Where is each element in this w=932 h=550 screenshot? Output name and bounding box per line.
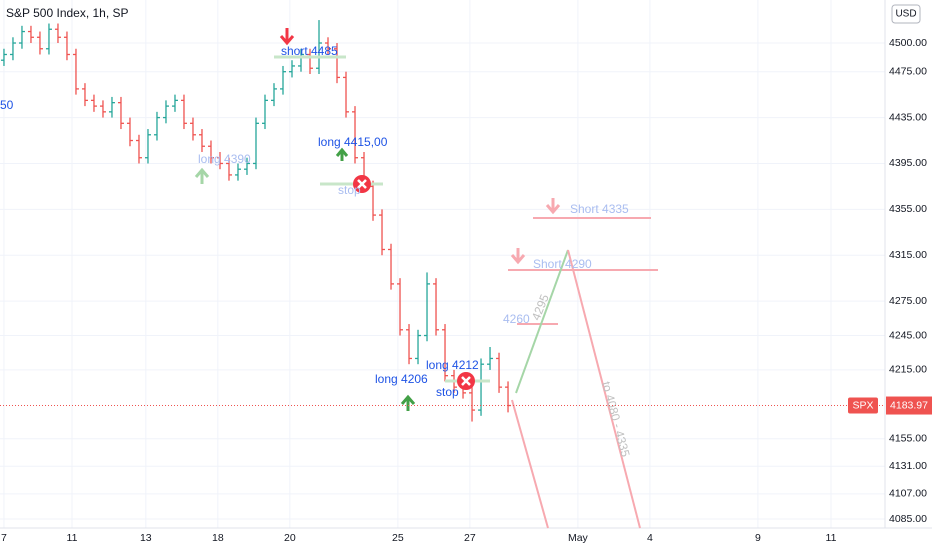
x-tick-label: 20 <box>284 532 296 544</box>
x-tick-label: 4 <box>647 532 653 544</box>
x-tick-label: 13 <box>140 532 152 544</box>
y-tick-label: 4315.00 <box>889 249 927 261</box>
y-tick-label: 4155.00 <box>889 433 927 445</box>
currency-box[interactable] <box>891 4 921 24</box>
y-tick-label: 4395.00 <box>889 157 927 169</box>
stop-icon-cross <box>357 179 367 189</box>
grid <box>0 0 885 528</box>
x-tick-label: 11 <box>67 532 78 544</box>
long-arrow <box>335 147 349 161</box>
y-tick-label: 4275.00 <box>889 295 927 307</box>
x-tick-label: 7 <box>1 532 7 544</box>
y-tick-label: 4500.00 <box>889 37 927 49</box>
annotation: long 4206 <box>375 372 428 386</box>
annotation: stop <box>338 183 361 197</box>
short-arrow <box>279 28 295 46</box>
symbol: SPX <box>852 399 873 411</box>
annotation: long 4212 <box>426 358 479 372</box>
annotation: 4260 <box>503 312 530 326</box>
x-tick-label: 9 <box>755 532 761 544</box>
annotation: 4295 <box>529 292 552 322</box>
bars <box>0 20 512 422</box>
y-tick-label: 4245.00 <box>889 329 927 341</box>
annotation: Short 4290 <box>533 257 592 271</box>
stop-icon-cross <box>461 376 471 386</box>
y-tick-label: 4085.00 <box>889 513 927 525</box>
chart-title: S&P 500 Index, 1h, SP <box>6 6 129 20</box>
y-tick-label: 4475.00 <box>889 65 927 77</box>
y-tick-label: 4131.00 <box>889 460 927 472</box>
short-arrow <box>510 248 526 265</box>
currency: USD <box>895 9 916 20</box>
long-arrow <box>194 167 210 184</box>
annotation: to 4080 - 4335 <box>599 380 633 459</box>
drawings <box>194 28 658 529</box>
annotation: short 4485 <box>281 44 338 58</box>
annotation: 50 <box>0 98 14 112</box>
annotation: long 4415,00 <box>318 135 388 149</box>
y-tick-label: 4215.00 <box>889 364 927 376</box>
x-tick-label: 25 <box>392 532 404 544</box>
y-tick-label: 4435.00 <box>889 111 927 123</box>
last-price-label: 4183.97 <box>890 399 928 411</box>
long-arrow <box>400 394 416 411</box>
overlay: SPX 4183.97 <box>0 396 932 415</box>
x-tick-label: 11 <box>826 532 837 544</box>
annotation: stop <box>436 385 459 399</box>
projection-line <box>511 399 549 529</box>
x-tick-label: May <box>568 532 589 544</box>
annotation: long 4390 <box>198 152 251 166</box>
annotation: Short 4335 <box>570 202 629 216</box>
x-tick-label: 27 <box>464 532 476 544</box>
x-tick-label: 18 <box>212 532 224 544</box>
projection-line <box>515 249 569 394</box>
y-tick-label: 4107.00 <box>889 488 927 500</box>
y-tick-label: 4355.00 <box>889 203 927 215</box>
last-price-badge <box>886 396 932 415</box>
short-arrow <box>545 198 561 215</box>
projection-line <box>567 249 641 529</box>
symbol-badge <box>848 397 878 414</box>
